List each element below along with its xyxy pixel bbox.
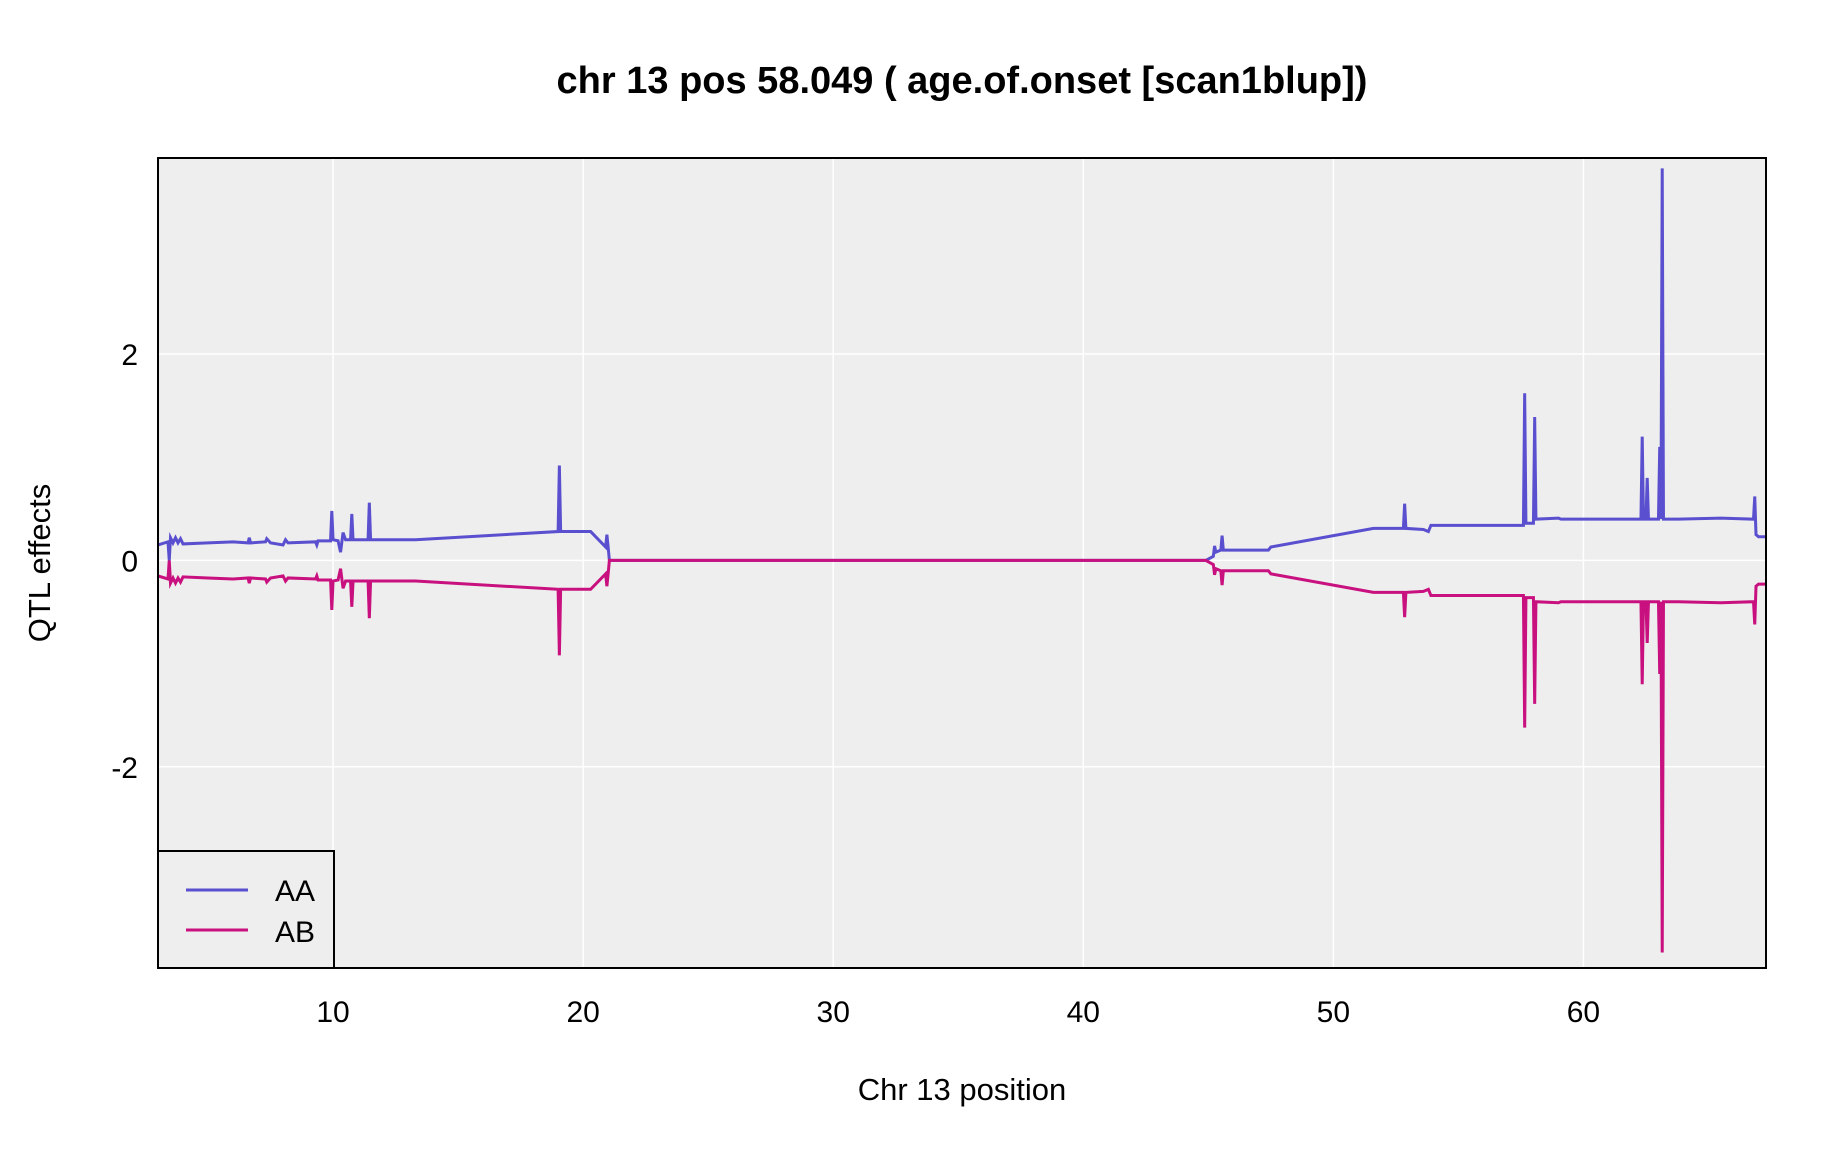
plot-panel [158,158,1766,968]
y-tick-label: 2 [121,339,138,372]
legend-label-ab: AB [275,916,315,949]
series-lines [157,168,1766,953]
y-axis-label: QTL effects [22,484,57,643]
series-line-aa [157,168,1766,562]
x-tick-label: 30 [817,996,850,1029]
grid-lines [158,158,1766,968]
x-tick-label: 60 [1567,996,1600,1029]
chart-title: chr 13 pos 58.049 ( age.of.onset [scan1b… [557,60,1368,102]
x-tick-labels: 10 20 30 40 50 60 [316,996,1600,1029]
plot-frame [157,157,1767,969]
series-line-ab [157,558,1766,953]
legend-label-aa: AA [275,875,315,908]
x-tick-label: 20 [566,996,599,1029]
y-tick-labels: -2 0 2 [111,339,138,785]
x-axis-label: Chr 13 position [858,1072,1067,1107]
x-tick-label: 10 [316,996,349,1029]
y-tick-label: 0 [121,545,138,578]
legend-box [157,850,335,969]
x-tick-label: 40 [1067,996,1100,1029]
legend: AA AB [157,850,335,969]
x-tick-label: 50 [1317,996,1350,1029]
y-tick-label: -2 [111,752,138,785]
